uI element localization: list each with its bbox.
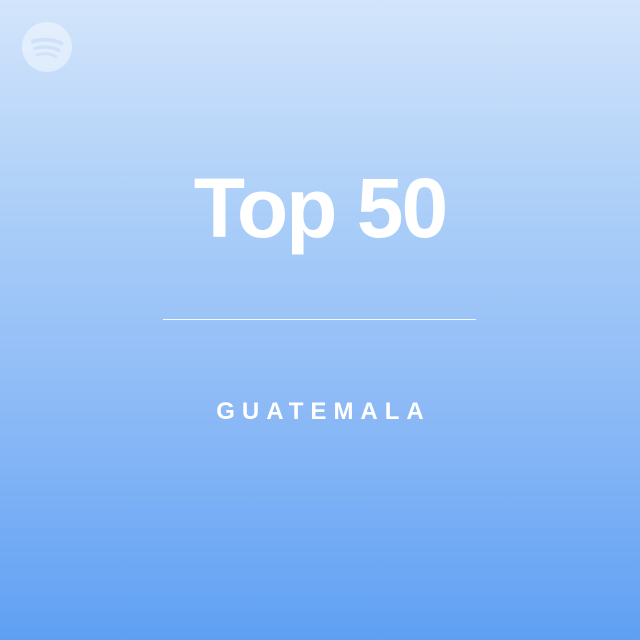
spotify-logo-icon: [22, 22, 72, 72]
playlist-title: Top 50: [193, 161, 448, 255]
country-label: GUATEMALA: [216, 398, 431, 425]
divider: [163, 319, 476, 320]
